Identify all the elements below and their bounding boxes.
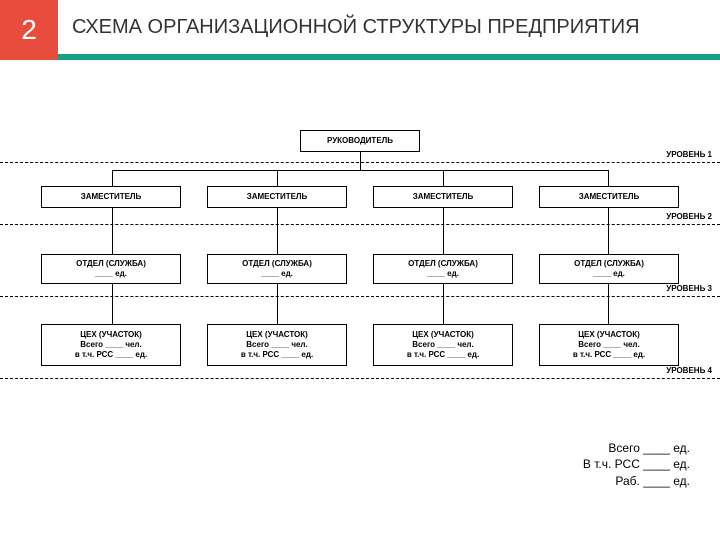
conn — [443, 170, 444, 186]
node-line: в т.ч. РСС ____ ед. — [573, 350, 645, 360]
conn — [112, 284, 113, 324]
conn — [608, 170, 609, 186]
level-line-3 — [0, 296, 720, 297]
slide-header: 2 СХЕМА ОРГАНИЗАЦИОННОЙ СТРУКТУРЫ ПРЕДПР… — [0, 0, 720, 60]
level-line-4 — [0, 378, 720, 379]
node-deputy: ЗАМЕСТИТЕЛЬ — [539, 186, 679, 208]
node-shop: ЦЕХ (УЧАСТОК) Всего ____ чел. в т.ч. РСС… — [41, 324, 181, 366]
node-line: в т.ч. РСС ____ ед. — [75, 350, 147, 360]
node-line: ЦЕХ (УЧАСТОК) — [578, 330, 640, 340]
node-line: ОТДЕЛ (СЛУЖБА) — [408, 259, 478, 269]
node-line: Всего ____ чел. — [412, 340, 473, 350]
node-line: в т.ч. РСС ____ ед. — [241, 350, 313, 360]
level-label-2: УРОВЕНЬ 2 — [666, 212, 712, 221]
conn — [608, 208, 609, 254]
summary-line: В т.ч. РСС ____ ед. — [583, 456, 690, 473]
conn — [277, 208, 278, 254]
node-line: в т.ч. РСС ____ ед. — [407, 350, 479, 360]
conn — [443, 284, 444, 324]
level-4-row: ЦЕХ (УЧАСТОК) Всего ____ чел. в т.ч. РСС… — [0, 324, 720, 366]
conn — [443, 208, 444, 254]
conn — [277, 170, 278, 186]
node-dept: ОТДЕЛ (СЛУЖБА) ____ ед. — [539, 254, 679, 284]
node-line: ЦЕХ (УЧАСТОК) — [80, 330, 142, 340]
node-line: ____ ед. — [593, 269, 625, 279]
node-root: РУКОВОДИТЕЛЬ — [300, 130, 420, 152]
summary-line: Всего ____ ед. — [583, 440, 690, 457]
node-dept: ОТДЕЛ (СЛУЖБА) ____ ед. — [373, 254, 513, 284]
level-2-row: ЗАМЕСТИТЕЛЬ ЗАМЕСТИТЕЛЬ ЗАМЕСТИТЕЛЬ ЗАМЕ… — [0, 186, 720, 208]
org-chart: УРОВЕНЬ 1 УРОВЕНЬ 2 УРОВЕНЬ 3 УРОВЕНЬ 4 … — [0, 120, 720, 440]
conn — [112, 170, 113, 186]
node-shop: ЦЕХ (УЧАСТОК) Всего ____ чел. в т.ч. РСС… — [207, 324, 347, 366]
node-line: Всего ____ чел. — [246, 340, 307, 350]
node-line: ____ ед. — [427, 269, 459, 279]
slide-number: 2 — [0, 0, 58, 60]
node-line: Всего ____ чел. — [80, 340, 141, 350]
node-dept: ОТДЕЛ (СЛУЖБА) ____ ед. — [41, 254, 181, 284]
node-line: ____ ед. — [95, 269, 127, 279]
node-line: ЦЕХ (УЧАСТОК) — [412, 330, 474, 340]
conn — [112, 208, 113, 254]
node-line: ОТДЕЛ (СЛУЖБА) — [574, 259, 644, 269]
node-deputy: ЗАМЕСТИТЕЛЬ — [373, 186, 513, 208]
summary-block: Всего ____ ед. В т.ч. РСС ____ ед. Раб. … — [583, 440, 690, 490]
node-line: Всего ____ чел. — [578, 340, 639, 350]
node-line: ____ ед. — [261, 269, 293, 279]
node-deputy: ЗАМЕСТИТЕЛЬ — [207, 186, 347, 208]
conn — [277, 284, 278, 324]
conn — [112, 170, 609, 171]
level-3-row: ОТДЕЛ (СЛУЖБА) ____ ед. ОТДЕЛ (СЛУЖБА) _… — [0, 254, 720, 284]
level-line-2 — [0, 224, 720, 225]
slide-title: СХЕМА ОРГАНИЗАЦИОННОЙ СТРУКТУРЫ ПРЕДПРИЯ… — [72, 15, 640, 39]
level-label-3: УРОВЕНЬ 3 — [666, 284, 712, 293]
level-label-4: УРОВЕНЬ 4 — [666, 366, 712, 375]
node-line: ЦЕХ (УЧАСТОК) — [246, 330, 308, 340]
node-shop: ЦЕХ (УЧАСТОК) Всего ____ чел. в т.ч. РСС… — [373, 324, 513, 366]
conn — [360, 152, 361, 170]
node-line: ОТДЕЛ (СЛУЖБА) — [242, 259, 312, 269]
node-line: ОТДЕЛ (СЛУЖБА) — [76, 259, 146, 269]
node-deputy: ЗАМЕСТИТЕЛЬ — [41, 186, 181, 208]
node-shop: ЦЕХ (УЧАСТОК) Всего ____ чел. в т.ч. РСС… — [539, 324, 679, 366]
summary-line: Раб. ____ ед. — [583, 473, 690, 490]
title-wrap: СХЕМА ОРГАНИЗАЦИОННОЙ СТРУКТУРЫ ПРЕДПРИЯ… — [58, 0, 720, 60]
level-label-1: УРОВЕНЬ 1 — [666, 150, 712, 159]
conn — [608, 284, 609, 324]
node-dept: ОТДЕЛ (СЛУЖБА) ____ ед. — [207, 254, 347, 284]
